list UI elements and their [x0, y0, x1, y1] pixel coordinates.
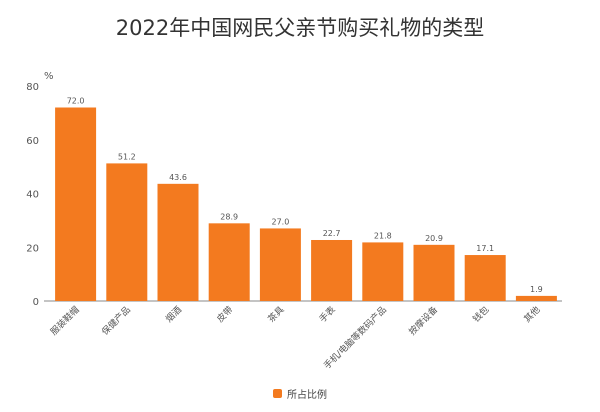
bar: [515, 295, 557, 301]
y-tick-label: 20: [26, 243, 39, 254]
category-label: 茶具: [265, 304, 286, 325]
bar: [208, 223, 250, 301]
bar: [106, 163, 148, 301]
bar: [259, 228, 301, 301]
y-tick-label: 80: [26, 82, 39, 93]
bar-value-label: 28.9: [220, 212, 238, 221]
category-label: 手表: [316, 304, 337, 325]
legend: 所占比例: [0, 386, 600, 401]
bar: [464, 255, 506, 301]
category-label: 保健产品: [99, 304, 133, 338]
bar: [55, 107, 97, 301]
category-label: 烟酒: [163, 304, 184, 325]
chart-title: 2022年中国网民父亲节购买礼物的类型: [115, 16, 485, 40]
bar-value-label: 20.9: [425, 234, 443, 243]
y-tick-label: 60: [26, 136, 39, 147]
bar-value-label: 21.8: [374, 231, 392, 240]
y-axis-ticks: 0 20 40 60 80: [26, 82, 39, 308]
category-label: 其他: [521, 304, 542, 325]
bar: [362, 242, 404, 301]
bar: [413, 244, 455, 301]
bars-group: [55, 107, 557, 301]
bar-value-label: 51.2: [118, 152, 136, 161]
bar-value-label: 17.1: [476, 244, 494, 253]
bar-value-label: 22.7: [323, 229, 341, 238]
legend-label: 所占比例: [287, 390, 327, 401]
bar-value-label: 1.9: [530, 285, 543, 294]
legend-swatch: [273, 389, 282, 398]
y-tick-label: 40: [26, 190, 39, 201]
y-tick-label: 0: [33, 297, 39, 308]
bar-value-label: 43.6: [169, 173, 187, 182]
value-labels-group: 72.0 51.2 43.6 28.9 27.0 22.7 21.8 20.9 17.1 1.9: [67, 97, 543, 294]
bar: [311, 239, 353, 301]
category-label: 皮带: [214, 304, 235, 325]
category-label: 按摩设备: [406, 304, 440, 338]
bar-value-label: 72.0: [67, 97, 85, 106]
bar: [157, 183, 199, 301]
bar-value-label: 27.0: [271, 217, 289, 226]
category-label: 钱包: [470, 304, 491, 325]
y-axis-unit-label: %: [44, 71, 54, 82]
category-label: 服装鞋帽: [48, 304, 82, 338]
